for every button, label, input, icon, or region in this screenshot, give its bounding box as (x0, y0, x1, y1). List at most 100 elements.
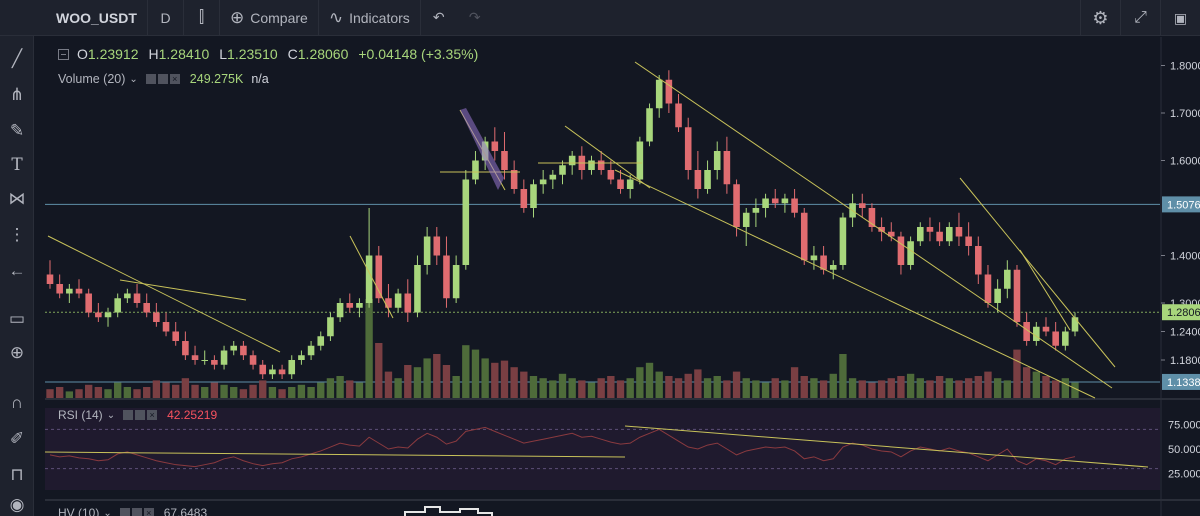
volume-bar (906, 373, 915, 398)
price-badge-label: 1.2806 (1167, 307, 1200, 319)
settings-small-icon[interactable] (135, 410, 146, 420)
candle-body (684, 127, 692, 170)
remove-icon[interactable]: × (147, 410, 158, 420)
candle-body (559, 165, 566, 175)
remove-icon[interactable]: × (169, 74, 180, 84)
lock-drawing-icon[interactable]: ✐ (9, 429, 25, 448)
volume-bar (742, 378, 750, 398)
settings-button[interactable]: ⚙ (1080, 0, 1120, 36)
open-key: O (77, 46, 88, 62)
candle-body (820, 255, 827, 270)
redo-button[interactable]: ↷ (457, 0, 493, 36)
trend-line (47, 235, 281, 353)
volume-bar (462, 345, 470, 398)
candle-body (646, 108, 653, 142)
rsi-tick-label: 25.000 (1168, 469, 1200, 481)
eye-toggle-icon[interactable] (119, 508, 130, 516)
candle-body (713, 151, 721, 170)
eye-icon[interactable]: ◉ (9, 495, 25, 514)
candle-body (182, 341, 189, 356)
volume-bar (684, 373, 692, 398)
candle-body (762, 198, 769, 208)
candle-body (85, 293, 92, 313)
volume-bar (665, 376, 673, 398)
volume-bar (384, 371, 393, 398)
remove-icon[interactable]: × (143, 508, 154, 516)
low-value: 1.23510 (227, 46, 278, 62)
volume-bar (607, 376, 615, 398)
drawing-toolbar: ✛ ╱ ⋔ ✎ T ⋈ ⋮ ← ▭ ⊕ ∩ ✐ ⊓ ◉ (0, 0, 34, 516)
rsi-label[interactable]: RSI (14) (58, 408, 103, 422)
collapse-icon[interactable] (58, 48, 69, 60)
volume-bar (297, 384, 306, 398)
settings-small-icon[interactable] (131, 508, 142, 516)
chart-type-button[interactable]: ⫿ (184, 0, 220, 36)
volume-bar (181, 378, 190, 398)
fullscreen-button[interactable]: ⤢ (1120, 0, 1160, 36)
volume-bar (433, 354, 441, 398)
chevron-down-icon[interactable]: ⌄ (129, 73, 138, 85)
candle-body (694, 170, 702, 189)
volume-bar (1022, 367, 1031, 398)
chevron-down-icon[interactable]: ⌄ (103, 507, 112, 516)
volume-bar (239, 389, 248, 398)
undo-button[interactable]: ↶ (421, 0, 457, 36)
prediction-icon[interactable]: ⋮ (8, 225, 26, 244)
unlock-icon[interactable]: ⊓ (10, 465, 24, 484)
magnet-icon[interactable]: ∩ (10, 393, 24, 412)
settings-small-icon[interactable] (157, 74, 168, 84)
channel-highlight (460, 108, 504, 190)
candle-body (791, 198, 798, 213)
candle-body (530, 184, 537, 208)
volume-bar (761, 382, 770, 398)
indicators-button[interactable]: ∿ Indicators (319, 0, 421, 36)
volume-bar (481, 358, 489, 398)
volume-bar (964, 378, 973, 398)
candle-body (472, 160, 479, 180)
hv-label[interactable]: HV (10) (58, 506, 100, 516)
volume-bar (162, 382, 170, 398)
volume-bar (955, 380, 963, 398)
rsi-value: 42.25219 (167, 408, 218, 422)
compare-button[interactable]: ⊕ Compare (220, 0, 319, 36)
eye-toggle-icon[interactable] (123, 410, 134, 420)
candle-body (636, 141, 644, 180)
candle-body (752, 208, 760, 213)
pattern-icon[interactable]: ⋈ (8, 189, 26, 208)
volume-bar (781, 380, 789, 398)
volume-bar (1032, 371, 1040, 398)
candle-body (936, 231, 943, 242)
back-arrow-icon[interactable]: ← (8, 261, 26, 280)
volume-bar (984, 371, 992, 398)
volume-bar (55, 387, 64, 398)
candle-body (317, 336, 325, 346)
trend-line-icon[interactable]: ╱ (11, 49, 23, 68)
volume-bar (471, 349, 480, 398)
candle-body (1033, 326, 1040, 341)
volume-bar (1003, 380, 1011, 398)
eye-toggle-icon[interactable] (145, 74, 156, 84)
symbol-search[interactable]: WOO_USDT (0, 0, 148, 36)
volume-bar (288, 387, 296, 398)
volume-bar (945, 378, 953, 398)
chevron-down-icon[interactable]: ⌄ (106, 409, 116, 421)
snapshot-button[interactable]: ▣ (1160, 0, 1200, 36)
candle-body (994, 288, 1001, 303)
zoom-icon[interactable]: ⊕ (9, 343, 25, 362)
volume-bar (307, 387, 315, 398)
volume-label[interactable]: Volume (20) (58, 72, 126, 86)
ruler-icon[interactable]: ▭ (8, 309, 26, 328)
volume-bar (65, 391, 74, 398)
brush-icon[interactable]: ✎ (9, 121, 25, 140)
candle-body (75, 288, 83, 294)
candle-body (887, 231, 895, 237)
hv-legend: HV (10) ⌄ × 67.6483 (58, 506, 207, 516)
volume-bar (491, 362, 499, 398)
trend-line (634, 61, 1113, 389)
text-tool-icon[interactable]: T (11, 155, 23, 175)
candle-body (491, 141, 499, 151)
pitchfork-icon[interactable]: ⋔ (9, 85, 25, 104)
interval-button[interactable]: D (148, 0, 184, 36)
candle-body (114, 298, 121, 313)
